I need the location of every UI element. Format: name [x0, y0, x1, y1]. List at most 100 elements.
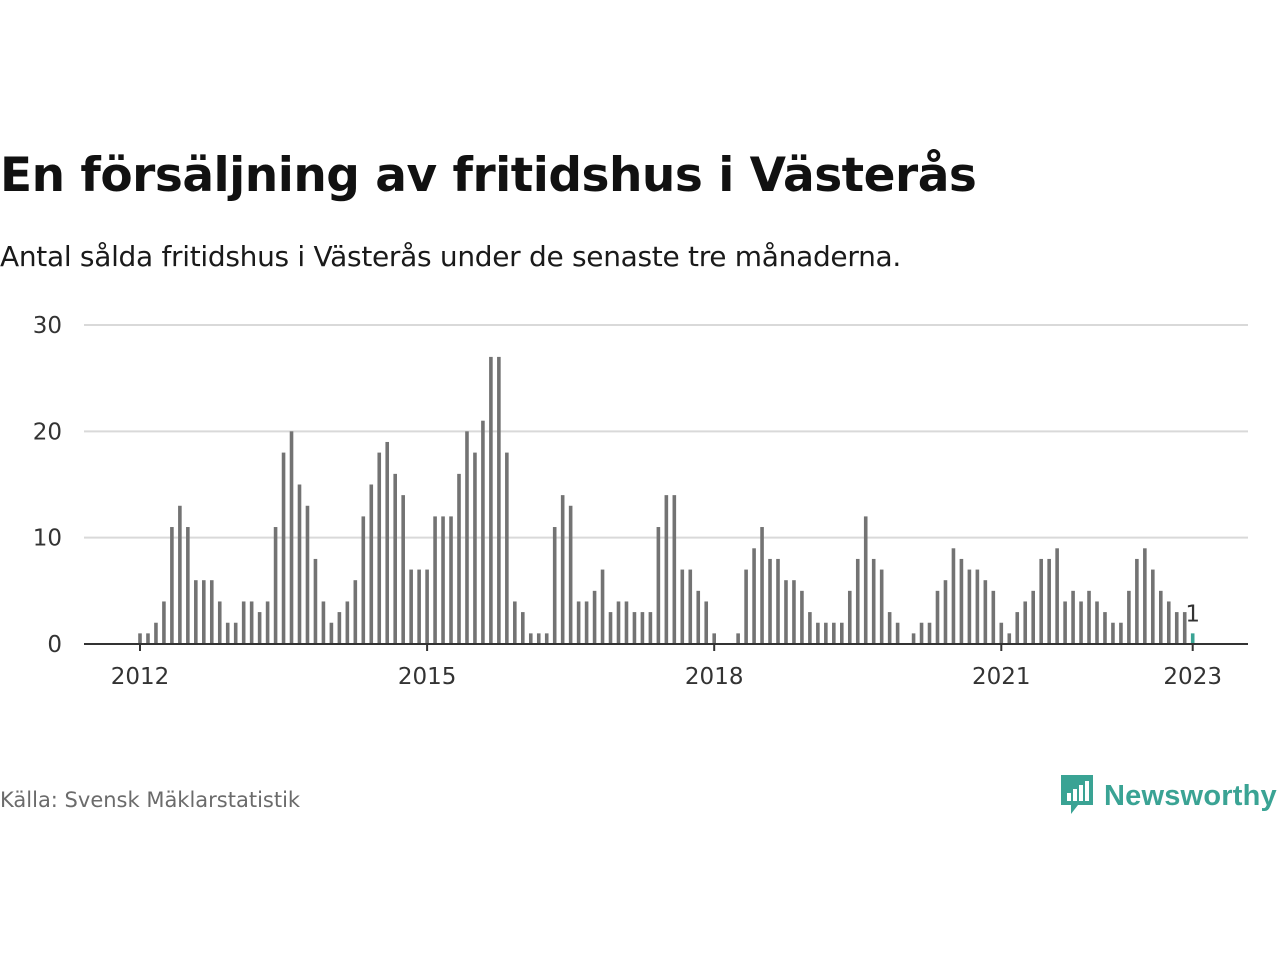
bar: [967, 569, 972, 644]
bar: [194, 580, 198, 644]
bar: [1031, 590, 1035, 644]
bar: [209, 580, 214, 644]
chart-subtitle: Antal sålda fritidshus i Västerås under …: [0, 240, 901, 273]
bar: [473, 452, 477, 644]
bar: [1151, 569, 1155, 644]
bar: [911, 633, 916, 644]
bar: [935, 590, 940, 644]
bar: [441, 516, 445, 644]
bar: [752, 548, 756, 644]
bar: [337, 612, 342, 644]
bar: [369, 484, 374, 644]
bar: [417, 569, 421, 644]
y-tick-label: 10: [33, 526, 62, 552]
bar: [497, 356, 501, 644]
y-axis-ticks: 0 10 20 30: [33, 313, 62, 658]
bar: [704, 601, 709, 644]
bar: [313, 558, 318, 644]
bar: [1055, 548, 1059, 644]
bar: [1166, 601, 1171, 644]
bar: [792, 580, 796, 644]
y-tick-label: 20: [33, 419, 62, 445]
bar: [385, 441, 390, 644]
bar: [217, 601, 222, 644]
x-tick-label: 2015: [398, 664, 457, 690]
bar: [832, 622, 836, 644]
bar: [361, 516, 366, 644]
bar: [393, 473, 397, 644]
bar: [800, 590, 804, 644]
x-tick-label: 2021: [972, 664, 1031, 690]
bar: [465, 431, 469, 644]
x-tick-label: 2018: [685, 664, 744, 690]
bar: [202, 580, 206, 644]
bar: [353, 580, 358, 644]
bar: [1039, 558, 1043, 644]
bar: [672, 495, 677, 644]
bar: [680, 569, 685, 644]
bar: [1111, 622, 1115, 644]
bar: [1174, 612, 1179, 644]
bar: [943, 580, 948, 644]
bar: [1143, 548, 1147, 644]
bar-highlight: [1190, 633, 1195, 644]
bar: [186, 527, 190, 644]
bar: [592, 590, 597, 644]
bar: [632, 612, 637, 644]
bar: [1127, 590, 1131, 644]
bar: [871, 558, 876, 644]
bar: [401, 495, 405, 644]
bar: [624, 601, 629, 644]
bar: [289, 431, 294, 644]
bar: [736, 633, 740, 644]
bar: [146, 633, 150, 644]
bar: [1007, 633, 1012, 644]
bar: [257, 612, 262, 644]
bars: [138, 356, 1195, 644]
last-value-label: 1: [1185, 601, 1200, 627]
bar: [297, 484, 302, 644]
bar: [1087, 590, 1091, 644]
bar: [1079, 601, 1083, 644]
bar: [1119, 622, 1123, 644]
bar: [1159, 590, 1163, 644]
brand-logo[interactable]: Newsworthy: [1058, 772, 1277, 820]
bar: [321, 601, 326, 644]
bar: [951, 548, 956, 644]
bar: [808, 612, 812, 644]
bar: [425, 569, 429, 644]
bar: [489, 356, 493, 644]
bar: [824, 622, 828, 644]
bar: [1015, 612, 1020, 644]
bar: [664, 495, 669, 644]
bar: [847, 590, 852, 644]
bar: [640, 612, 645, 644]
bar: [568, 505, 573, 644]
bar: [528, 633, 533, 644]
bar: [696, 590, 701, 644]
bar: [154, 622, 158, 644]
bar: [449, 516, 453, 644]
bar: [305, 505, 310, 644]
bar: [584, 601, 589, 644]
bar: [273, 527, 278, 644]
bar: [457, 473, 461, 644]
chart-title: En försäljning av fritidshus i Västerås: [0, 148, 977, 203]
bar: [616, 601, 621, 644]
bar: [1023, 601, 1028, 644]
bar: [170, 527, 174, 644]
bar: [784, 580, 788, 644]
bar: [552, 527, 557, 644]
bar: [1095, 601, 1099, 644]
bar: [162, 601, 166, 644]
bar: [1071, 590, 1075, 644]
bar: [760, 527, 764, 644]
bar: [927, 622, 932, 644]
annotations: 1: [1185, 601, 1200, 627]
brand-name: Newsworthy: [1104, 779, 1277, 812]
x-tick-label: 2023: [1163, 664, 1222, 690]
bar: [816, 622, 820, 644]
bar: [648, 612, 653, 644]
bar: [265, 601, 270, 644]
bar: [768, 558, 772, 644]
